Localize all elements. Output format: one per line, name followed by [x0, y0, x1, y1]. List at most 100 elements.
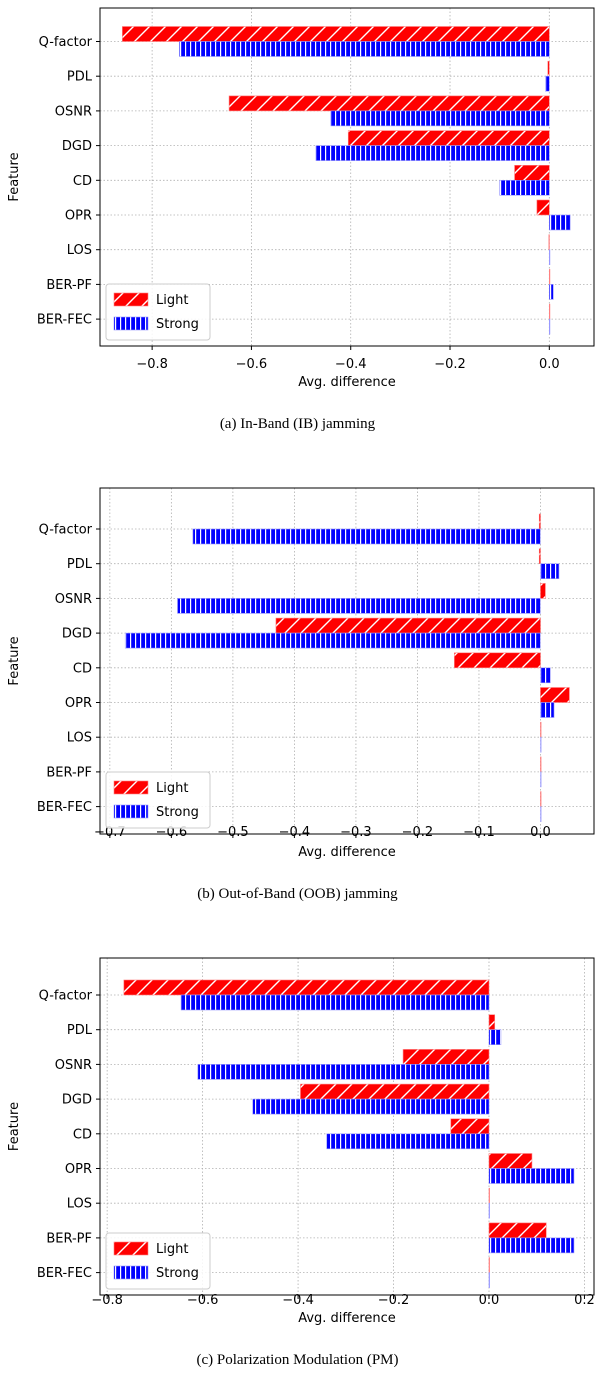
y-tick-label: BER-FEC	[37, 313, 92, 328]
legend-label-strong: Strong	[156, 805, 199, 820]
x-tick-label: −0.4	[282, 1293, 314, 1308]
bar-light-ber-fec	[488, 1257, 490, 1273]
y-tick-label: CD	[73, 661, 92, 676]
bar-light-dgd	[300, 1083, 490, 1100]
y-tick-label: BER-PF	[46, 765, 92, 780]
y-axis-label: Feature	[7, 636, 22, 685]
bar-strong-los	[549, 249, 551, 265]
x-tick-label: −0.8	[91, 1293, 123, 1308]
x-tick-label: −0.2	[378, 1293, 410, 1308]
y-tick-label: PDL	[67, 557, 93, 572]
legend-swatch-strong	[113, 1265, 149, 1280]
chart-polarization-modulation: −0.8 −0.6 −0.4 −0.2 0.0 0.2 Q-factor PDL OSNR DGD…	[7, 957, 595, 1326]
bar-strong-opr	[549, 214, 571, 231]
x-tick-label: −0.2	[402, 825, 434, 840]
x-tick-label: −0.6	[236, 357, 268, 372]
y-tick-label: BER-PF	[46, 278, 92, 293]
x-tick-label: −0.6	[156, 825, 188, 840]
plot-frame	[99, 487, 595, 835]
bar-light-cd	[454, 652, 541, 669]
x-tick-label: −0.1	[463, 825, 495, 840]
bar-strong-cd	[540, 667, 551, 684]
y-tick-label: OSNR	[55, 592, 92, 607]
y-tick-label: LOS	[67, 1197, 92, 1212]
bar-light-osnr	[540, 583, 546, 599]
bar-strong-los	[488, 1202, 490, 1219]
y-tick-label: PDL	[67, 1023, 93, 1038]
bar-light-osnr	[228, 95, 550, 112]
bar-light-ber-pf	[488, 1222, 547, 1239]
y-tick-label: OSNR	[55, 104, 92, 119]
plot-frame	[99, 957, 595, 1296]
y-tick-label: OPR	[65, 209, 92, 224]
bar-strong-dgd	[315, 145, 550, 161]
chart-out-of-band-jamming: −0.7 −0.6 −0.5 −0.4 −0.3 −0.2 −0.1 0.0 Q-factor P…	[7, 487, 595, 860]
bar-light-cd	[450, 1118, 490, 1135]
bar-strong-los	[540, 736, 542, 753]
y-tick-label: CD	[73, 174, 92, 189]
y-axis-label: Feature	[7, 152, 22, 201]
bar-light-opr	[536, 199, 550, 216]
bar-strong-pdl	[545, 75, 550, 92]
bar-strong-cd	[499, 180, 550, 196]
y-tick-label: Q-factor	[39, 989, 93, 1004]
bar-light-q-factor	[123, 979, 490, 996]
x-tick-label: 0.2	[574, 1293, 595, 1308]
x-tick-label: 0.0	[479, 1293, 500, 1308]
y-tick-label: BER-FEC	[37, 1266, 92, 1281]
y-tick-label: Q-factor	[39, 523, 93, 538]
bar-light-pdl	[488, 1014, 496, 1030]
legend-label-strong: Strong	[156, 1266, 199, 1281]
legend-swatch-light	[113, 1241, 149, 1256]
y-tick-label: BER-FEC	[37, 800, 92, 815]
y-tick-label: DGD	[62, 139, 92, 154]
bar-light-ber-pf	[540, 756, 542, 773]
x-tick-label: −0.4	[279, 825, 311, 840]
x-tick-label: −0.7	[94, 825, 126, 840]
x-tick-label: −0.6	[187, 1293, 219, 1308]
bar-light-ber-fec	[549, 303, 551, 320]
y-tick-label: BER-PF	[46, 1231, 92, 1246]
bar-light-cd	[514, 165, 550, 181]
plot-frame	[99, 7, 595, 347]
x-tick-label: −0.4	[335, 357, 367, 372]
y-tick-label: OPR	[65, 696, 92, 711]
x-tick-label: 0.0	[539, 357, 560, 372]
legend-swatch-light	[113, 292, 149, 307]
y-tick-label: OSNR	[55, 1058, 92, 1073]
y-tick-label: LOS	[67, 731, 92, 746]
bar-strong-osnr	[197, 1064, 490, 1080]
bar-light-los	[548, 234, 550, 250]
bar-strong-osnr	[177, 598, 541, 614]
bar-strong-q-factor	[180, 994, 490, 1011]
x-tick-label: −0.3	[340, 825, 372, 840]
bar-light-ber-pf	[549, 269, 551, 285]
bar-strong-dgd	[124, 632, 541, 649]
y-tick-label: OPR	[65, 1162, 92, 1177]
y-tick-label: DGD	[62, 1093, 92, 1108]
y-tick-label: LOS	[67, 243, 92, 258]
chart-in-band-jamming: −0.8 −0.6 −0.4 −0.2 0.0 Q-factor PDL OSNR DGD CD O…	[7, 7, 595, 390]
x-axis-label: Avg. difference	[298, 375, 396, 390]
bar-light-dgd	[347, 130, 550, 146]
bar-strong-cd	[326, 1133, 490, 1150]
bar-strong-pdl	[488, 1029, 502, 1045]
legend-swatch-strong	[113, 804, 149, 819]
bar-strong-dgd	[252, 1098, 490, 1115]
x-axis-label: Avg. difference	[298, 1311, 396, 1326]
bar-strong-ber-fec	[540, 806, 542, 822]
bar-light-pdl	[547, 60, 550, 77]
bar-light-pdl	[538, 548, 541, 564]
bar-strong-q-factor	[192, 528, 541, 545]
bar-strong-q-factor	[179, 41, 550, 57]
y-tick-label: PDL	[67, 70, 93, 85]
bar-light-q-factor	[538, 513, 541, 530]
bar-light-los	[488, 1187, 490, 1204]
caption-in-band: (a) In-Band (IB) jamming	[219, 416, 376, 432]
legend-label-strong: Strong	[156, 317, 199, 332]
bar-strong-ber-fec	[488, 1272, 490, 1288]
y-tick-label: CD	[73, 1127, 92, 1142]
bar-strong-ber-pf	[549, 284, 554, 300]
bar-strong-opr	[488, 1168, 575, 1184]
bar-strong-ber-fec	[549, 318, 551, 335]
